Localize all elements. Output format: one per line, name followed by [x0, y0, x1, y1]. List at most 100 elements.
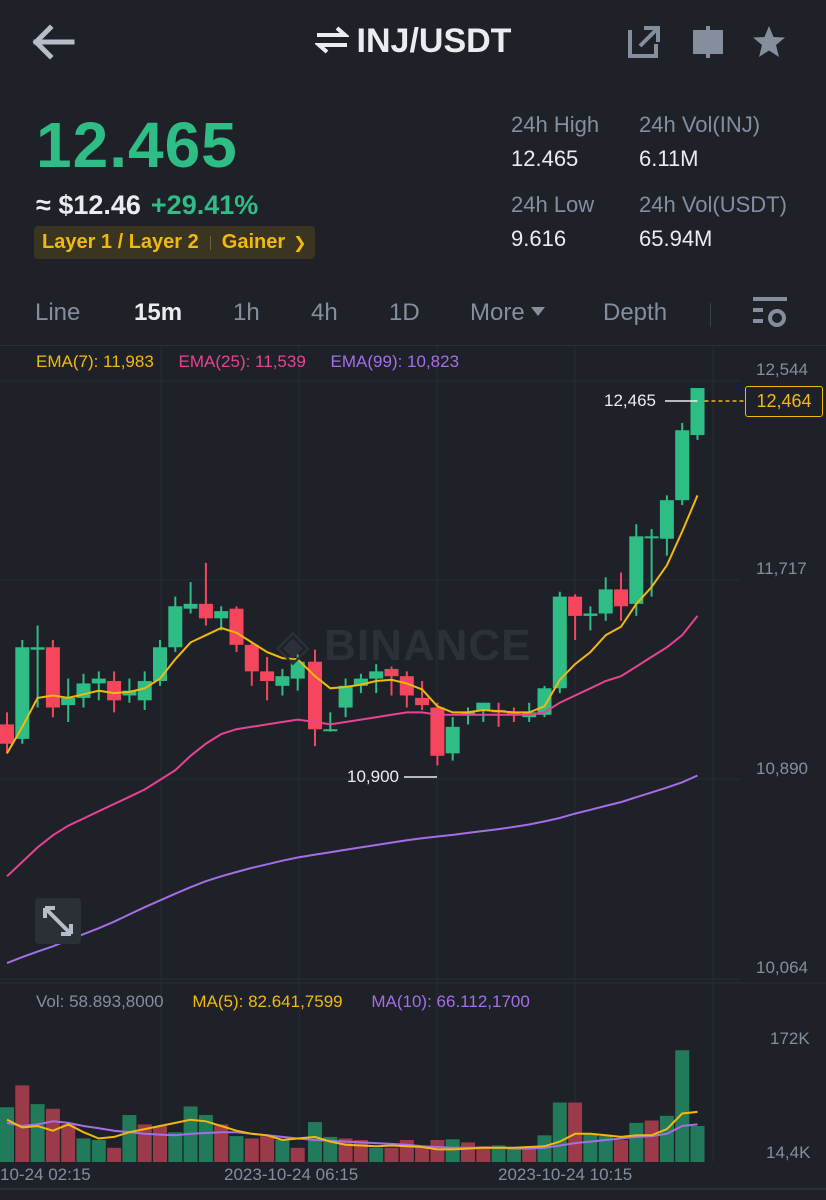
star-icon[interactable]	[751, 24, 787, 60]
volume-bar	[399, 1140, 414, 1162]
time-axis-label: 2023-10-24 10:15	[498, 1165, 633, 1184]
volume-bar	[659, 1115, 674, 1162]
volume-bar	[153, 1125, 167, 1162]
pair-title: INJ/USDT	[356, 22, 512, 60]
price-axis-label: 10,890	[756, 759, 808, 778]
stat-value: 12.465	[511, 146, 579, 171]
chart-settings-icon[interactable]	[750, 295, 790, 331]
interval-tabs: Line 15m 1h 4h 1D More Depth	[0, 295, 826, 335]
candle-body	[244, 644, 259, 672]
price-axis-label: 10,064	[756, 958, 808, 977]
volume-bar	[0, 1107, 14, 1162]
candle-body	[214, 611, 229, 619]
volume-bar	[476, 1146, 491, 1162]
volume-axis-label: 172K	[770, 1029, 810, 1048]
candle-body	[229, 608, 244, 645]
high-marker-label: 12,465	[604, 391, 656, 410]
tab-depth[interactable]: Depth	[603, 299, 668, 326]
candle-body	[275, 676, 290, 686]
current-price-tag: 12,464	[745, 386, 823, 417]
tab-1h[interactable]: 1h	[233, 299, 260, 326]
volume-bar	[614, 1140, 628, 1162]
volume-bar	[629, 1122, 644, 1162]
volume-bar	[76, 1138, 91, 1162]
tab-divider	[710, 303, 711, 327]
volume-bars-layer	[0, 1050, 705, 1162]
tag-layer[interactable]: Layer 1 / Layer 2	[42, 231, 199, 253]
ema7-line	[6, 495, 699, 754]
candle-body	[290, 661, 305, 679]
chevron-right-icon: ❯	[293, 234, 307, 252]
low-marker-label: 10,900	[347, 767, 399, 786]
candle-body	[675, 430, 690, 501]
volume-bar	[445, 1139, 460, 1162]
candle-body	[353, 678, 368, 686]
caret-down-icon	[530, 307, 545, 316]
candle-body	[45, 647, 60, 708]
volume-bar	[506, 1148, 521, 1162]
volume-bar	[45, 1108, 60, 1162]
candles-layer	[0, 388, 705, 766]
pair-selector[interactable]: INJ/USDT	[0, 22, 826, 61]
volume-bar	[229, 1136, 244, 1162]
stat-24h-vol-quote: 24h Vol(USDT) 65.94M	[639, 192, 787, 252]
candle-body	[61, 697, 76, 706]
candle-body	[168, 606, 183, 648]
stat-label: 24h Vol(USDT)	[639, 192, 787, 217]
category-tags[interactable]: Layer 1 / Layer 2 Gainer ❯	[34, 226, 315, 259]
volume-axis-label: 14,4K	[766, 1143, 811, 1162]
tab-line[interactable]: Line	[35, 299, 81, 326]
back-arrow-icon[interactable]	[30, 22, 76, 62]
ema99-line	[6, 774, 698, 965]
volume-bar	[415, 1147, 430, 1162]
ma5-label: MA(5): 82.641,7599	[192, 992, 343, 1011]
stat-value: 6.11M	[639, 146, 699, 171]
last-price: 12.465	[36, 109, 238, 181]
stat-label: 24h Vol(INJ)	[639, 112, 761, 137]
tab-15m[interactable]: 15m	[134, 299, 183, 326]
volume-bar	[275, 1140, 290, 1162]
stat-24h-low: 24h Low 9.616	[511, 192, 594, 252]
candle-body	[445, 726, 460, 754]
stat-label: 24h High	[511, 112, 600, 137]
book-icon[interactable]	[690, 24, 726, 60]
volume-bar	[260, 1136, 275, 1162]
swap-icon	[314, 26, 349, 54]
share-icon[interactable]	[626, 24, 662, 60]
volume-bar	[461, 1142, 475, 1162]
tab-more[interactable]: More	[470, 299, 545, 327]
volume-ma-lines-layer	[6, 1110, 698, 1151]
bottom-divider	[0, 1188, 826, 1190]
fullscreen-button[interactable]	[35, 898, 81, 944]
ema25-line	[6, 615, 699, 878]
tag-gainer[interactable]: Gainer	[221, 231, 286, 253]
price-markers-layer	[404, 400, 745, 778]
volume-bar	[15, 1085, 30, 1162]
candle-body	[659, 500, 674, 539]
time-axis-label: 10-24 02:15	[0, 1165, 91, 1184]
tag-separator	[209, 235, 211, 250]
candle-body	[644, 536, 659, 539]
stat-label: 24h Low	[511, 192, 595, 217]
candle-body	[183, 603, 198, 609]
volume-bar	[214, 1124, 229, 1162]
tab-1d[interactable]: 1D	[389, 299, 420, 326]
volume-bar	[644, 1120, 659, 1162]
fiat-price: ≈ $12.46	[36, 190, 141, 220]
vol-ma5-line	[6, 1110, 698, 1151]
ema-legend: EMA(7): 11,983 EMA(25): 11,539 EMA(99): …	[36, 352, 479, 372]
header: INJ/USDT	[0, 0, 826, 90]
candle-body	[91, 678, 106, 684]
candle-body	[476, 702, 491, 710]
candle-body	[399, 676, 414, 696]
ema7-label: EMA(7): 11,983	[36, 352, 154, 371]
candle-body	[137, 681, 152, 701]
candle-body	[461, 712, 475, 715]
volume-bar	[384, 1147, 399, 1162]
expand-icon	[43, 906, 73, 936]
volume-bar	[244, 1138, 259, 1162]
price-axis-label: 12,544	[756, 360, 808, 379]
candle-body	[15, 647, 30, 739]
tab-4h[interactable]: 4h	[311, 299, 338, 326]
